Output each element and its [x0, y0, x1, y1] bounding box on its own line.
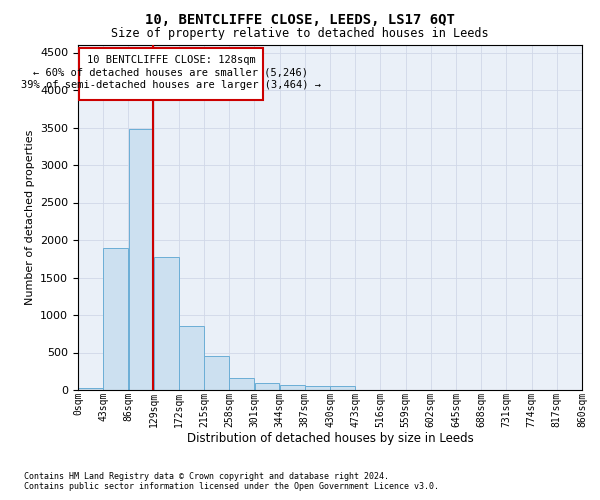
- Text: Size of property relative to detached houses in Leeds: Size of property relative to detached ho…: [111, 28, 489, 40]
- Y-axis label: Number of detached properties: Number of detached properties: [25, 130, 35, 305]
- Text: 10, BENTCLIFFE CLOSE, LEEDS, LS17 6QT: 10, BENTCLIFFE CLOSE, LEEDS, LS17 6QT: [145, 12, 455, 26]
- Bar: [280, 385, 305, 390]
- Text: ← 60% of detached houses are smaller (5,246): ← 60% of detached houses are smaller (5,…: [34, 68, 308, 78]
- X-axis label: Distribution of detached houses by size in Leeds: Distribution of detached houses by size …: [187, 432, 473, 445]
- Bar: [179, 326, 204, 390]
- Bar: [154, 256, 179, 390]
- Bar: [229, 378, 254, 390]
- Bar: [254, 382, 280, 390]
- Text: 39% of semi-detached houses are larger (3,464) →: 39% of semi-detached houses are larger (…: [21, 80, 321, 90]
- Bar: [305, 386, 330, 390]
- Text: 10 BENTCLIFFE CLOSE: 128sqm: 10 BENTCLIFFE CLOSE: 128sqm: [86, 54, 255, 64]
- Text: Contains HM Land Registry data © Crown copyright and database right 2024.: Contains HM Land Registry data © Crown c…: [24, 472, 389, 481]
- Bar: [330, 386, 355, 390]
- Bar: [204, 356, 229, 390]
- Bar: [128, 129, 154, 390]
- FancyBboxPatch shape: [79, 48, 263, 100]
- Bar: [103, 248, 128, 390]
- Bar: [78, 388, 103, 390]
- Text: Contains public sector information licensed under the Open Government Licence v3: Contains public sector information licen…: [24, 482, 439, 491]
